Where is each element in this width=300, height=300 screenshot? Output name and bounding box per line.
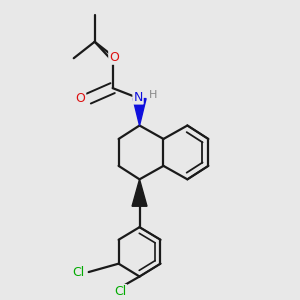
- Text: O: O: [109, 51, 119, 64]
- Text: N: N: [134, 91, 143, 103]
- Polygon shape: [132, 179, 147, 206]
- Text: Cl: Cl: [72, 266, 84, 278]
- Text: Cl: Cl: [114, 285, 126, 298]
- Text: O: O: [75, 92, 85, 105]
- Polygon shape: [133, 99, 146, 125]
- Text: H: H: [149, 90, 157, 100]
